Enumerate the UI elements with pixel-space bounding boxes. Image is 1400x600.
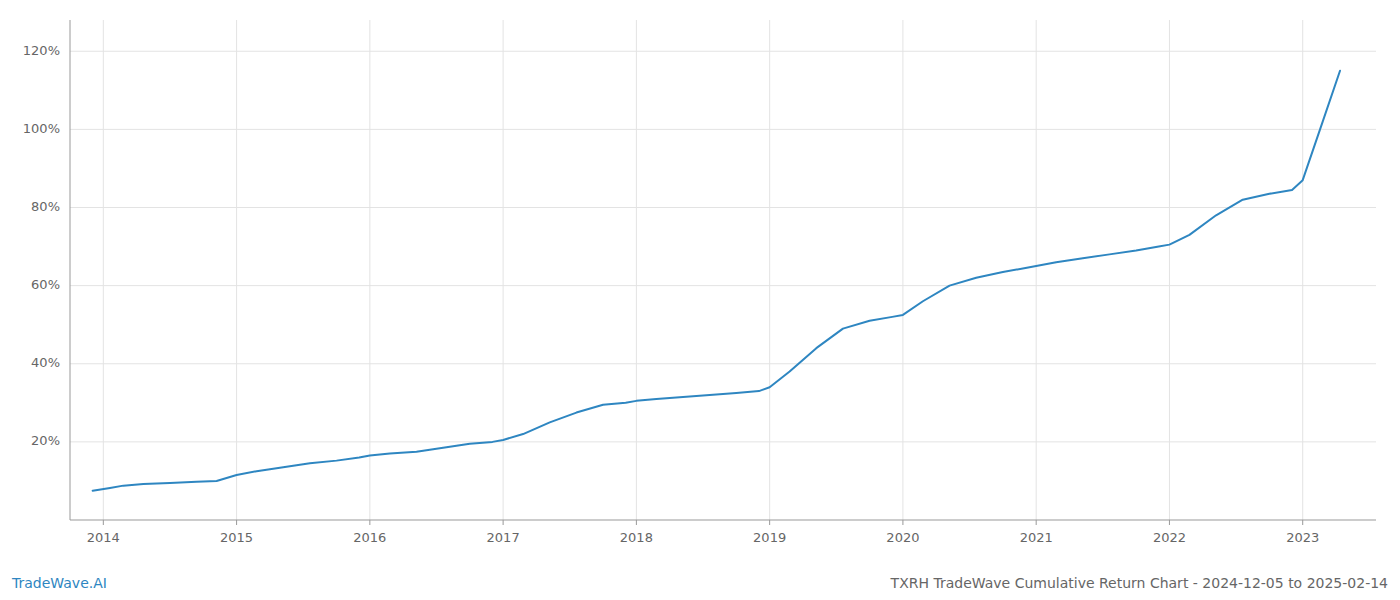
- x-tick-label: 2017: [487, 530, 520, 545]
- x-tick-mark: [1036, 520, 1037, 525]
- y-axis-line: [70, 20, 71, 520]
- x-tick-mark: [369, 520, 370, 525]
- x-grid-line: [1036, 20, 1037, 520]
- y-grid-line: [70, 363, 1376, 364]
- y-grid-line: [70, 51, 1376, 52]
- return-line: [93, 71, 1340, 491]
- plot-area: [93, 71, 1340, 491]
- x-grid-line: [103, 20, 104, 520]
- y-tick-label: 20%: [31, 433, 60, 448]
- x-tick-mark: [636, 520, 637, 525]
- x-grid-line: [1302, 20, 1303, 520]
- y-tick-label: 80%: [31, 199, 60, 214]
- title: TXRH TradeWave Cumulative Return Chart -…: [890, 575, 1389, 591]
- x-tick-label: 2015: [220, 530, 253, 545]
- x-axis-line: [70, 520, 1376, 521]
- chart-svg: 20% 40% 60% 80% 100% 120% 2014 2015 2016 2017 2018…: [0, 0, 1400, 600]
- y-grid-line: [70, 441, 1376, 442]
- x-tick-label: 2023: [1286, 530, 1319, 545]
- x-grid-line: [236, 20, 237, 520]
- x-grid-line: [769, 20, 770, 520]
- x-tick-label: 2014: [87, 530, 120, 545]
- x-tick-mark: [1302, 520, 1303, 525]
- grid: [70, 20, 1376, 520]
- y-grid-line: [70, 285, 1376, 286]
- chart-container: 20% 40% 60% 80% 100% 120% 2014 2015 2016 2017 2018…: [0, 0, 1400, 600]
- x-grid-line: [902, 20, 903, 520]
- x-tick-label: 2018: [620, 530, 653, 545]
- x-tick-mark: [1169, 520, 1170, 525]
- x-grid-line: [503, 20, 504, 520]
- x-grid-line: [1169, 20, 1170, 520]
- x-tick-label: 2016: [353, 530, 386, 545]
- x-tick-mark: [769, 520, 770, 525]
- x-tick-mark: [902, 520, 903, 525]
- x-tick-label: 2019: [753, 530, 786, 545]
- x-tick-mark: [236, 520, 237, 525]
- y-tick-label: 120%: [23, 43, 60, 58]
- x-tick-mark: [503, 520, 504, 525]
- x-tick-mark: [103, 520, 104, 525]
- y-tick-label: 100%: [23, 121, 60, 136]
- watermark: TradeWave.AI: [11, 575, 107, 591]
- y-grid-line: [70, 129, 1376, 130]
- x-tick-label: 2022: [1153, 530, 1186, 545]
- axes: 20% 40% 60% 80% 100% 120% 2014 2015 2016 2017 2018…: [23, 20, 1376, 545]
- y-grid-line: [70, 207, 1376, 208]
- x-tick-label: 2021: [1020, 530, 1053, 545]
- y-tick-label: 60%: [31, 277, 60, 292]
- x-tick-label: 2020: [886, 530, 919, 545]
- y-tick-label: 40%: [31, 355, 60, 370]
- x-grid-line: [636, 20, 637, 520]
- x-grid-line: [369, 20, 370, 520]
